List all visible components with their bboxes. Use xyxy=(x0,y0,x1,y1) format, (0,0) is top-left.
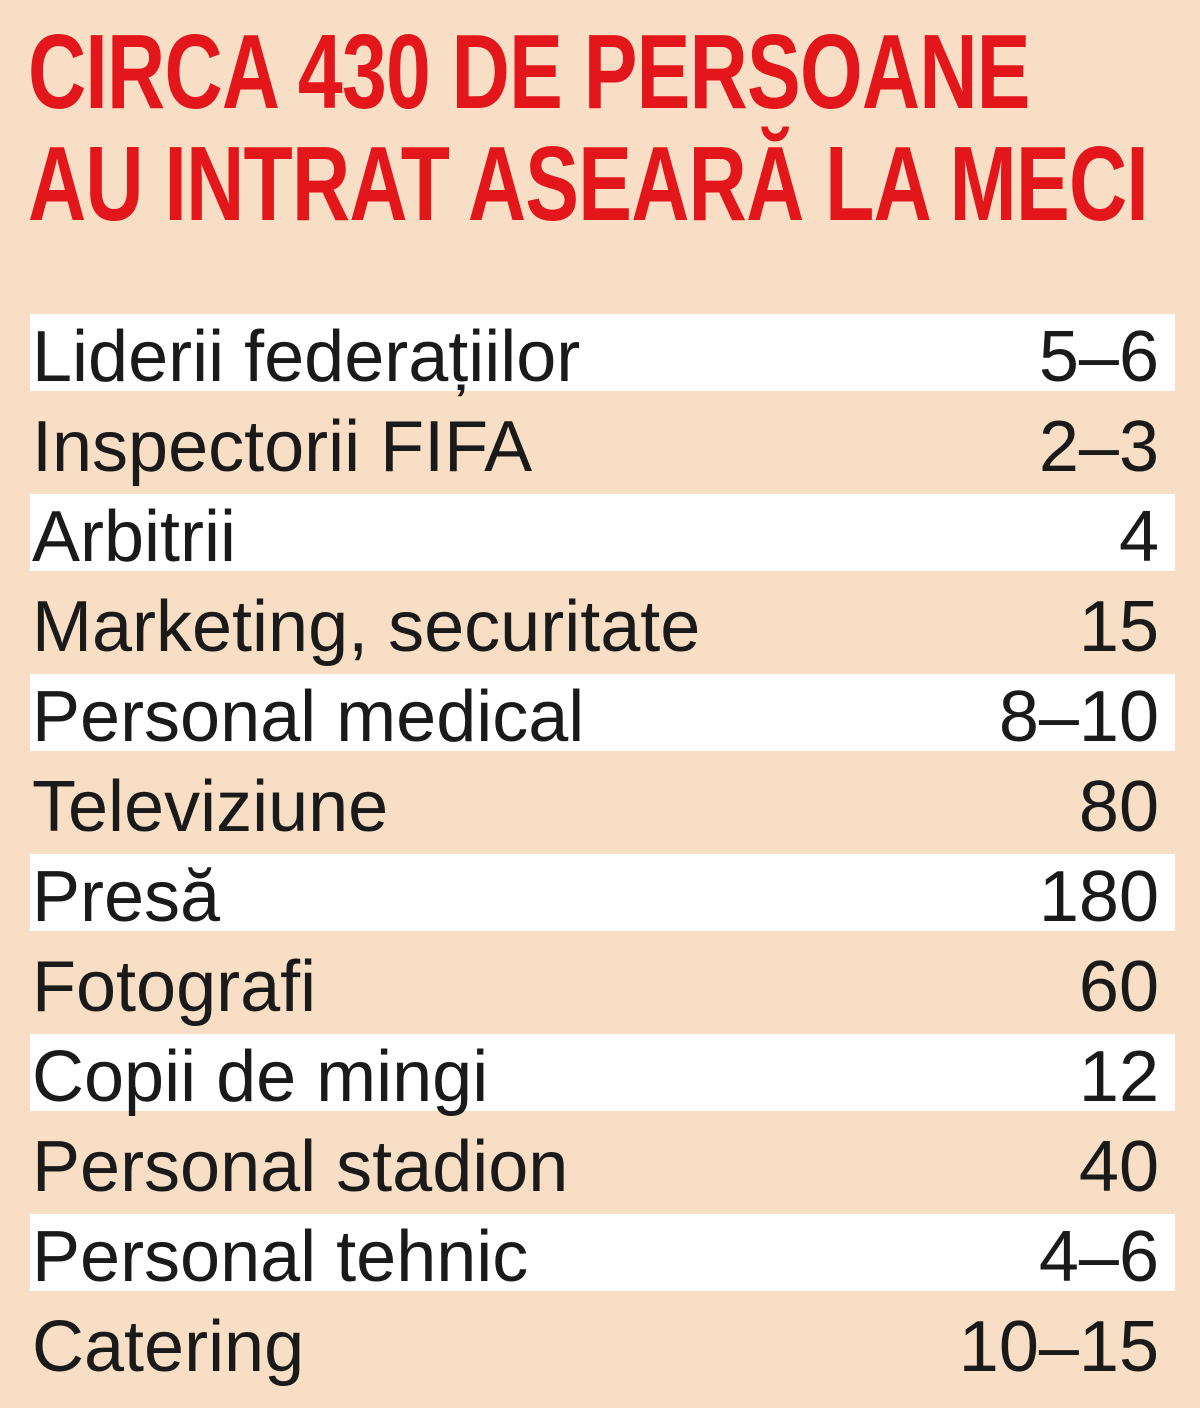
row-label: Copii de mingi xyxy=(32,1037,489,1117)
row-label: Personal stadion xyxy=(32,1127,569,1207)
row-value: 5–6 xyxy=(1038,317,1159,397)
row-value: 12 xyxy=(1078,1037,1159,1117)
row-label: Arbitrii xyxy=(32,497,237,577)
table-row: Catering 10–15 xyxy=(30,1304,1175,1394)
row-value: 180 xyxy=(1038,857,1159,937)
infographic-title: CIRCA 430 DE PERSOANE AU INTRAT ASEARĂ L… xyxy=(28,13,1149,243)
table-row: Inspectorii FIFA 2–3 xyxy=(30,404,1175,494)
attendance-table: Liderii federațiilor 5–6 Inspectorii FIF… xyxy=(30,314,1175,1394)
title-line-2: AU INTRAT ASEARĂ LA MECI xyxy=(28,125,1149,243)
row-value: 40 xyxy=(1078,1127,1159,1207)
row-stripe xyxy=(30,314,1175,391)
table-row: Liderii federațiilor 5–6 xyxy=(30,314,1175,404)
row-value: 4–6 xyxy=(1038,1217,1159,1297)
table-row: Personal stadion 40 xyxy=(30,1124,1175,1214)
row-label: Fotografi xyxy=(32,947,317,1027)
row-label: Personal tehnic xyxy=(32,1217,529,1297)
row-label: Televiziune xyxy=(32,767,389,847)
row-label: Marketing, securitate xyxy=(32,587,701,667)
row-stripe xyxy=(30,674,1175,751)
table-row: Personal tehnic 4–6 xyxy=(30,1214,1175,1304)
row-label: Catering xyxy=(32,1307,305,1387)
row-value: 8–10 xyxy=(998,677,1159,757)
table-row: Marketing, securitate 15 xyxy=(30,584,1175,674)
row-stripe xyxy=(30,1214,1175,1291)
row-label: Liderii federațiilor xyxy=(32,317,581,397)
table-row: Televiziune 80 xyxy=(30,764,1175,854)
row-stripe xyxy=(30,854,1175,931)
table-row: Fotografi 60 xyxy=(30,944,1175,1034)
row-value: 2–3 xyxy=(1038,407,1159,487)
row-value: 15 xyxy=(1078,587,1159,667)
row-label: Inspectorii FIFA xyxy=(32,407,533,487)
table-row: Arbitrii 4 xyxy=(30,494,1175,584)
row-value: 60 xyxy=(1078,947,1159,1027)
row-value: 80 xyxy=(1078,767,1159,847)
row-stripe xyxy=(30,494,1175,571)
row-stripe xyxy=(30,1034,1175,1111)
row-value: 4 xyxy=(1118,497,1159,577)
row-label: Presă xyxy=(32,857,221,937)
table-row: Copii de mingi 12 xyxy=(30,1034,1175,1124)
table-row: Personal medical 8–10 xyxy=(30,674,1175,764)
table-row: Presă 180 xyxy=(30,854,1175,944)
row-value: 10–15 xyxy=(958,1307,1159,1387)
title-line-1: CIRCA 430 DE PERSOANE xyxy=(28,13,1030,131)
row-label: Personal medical xyxy=(32,677,585,757)
